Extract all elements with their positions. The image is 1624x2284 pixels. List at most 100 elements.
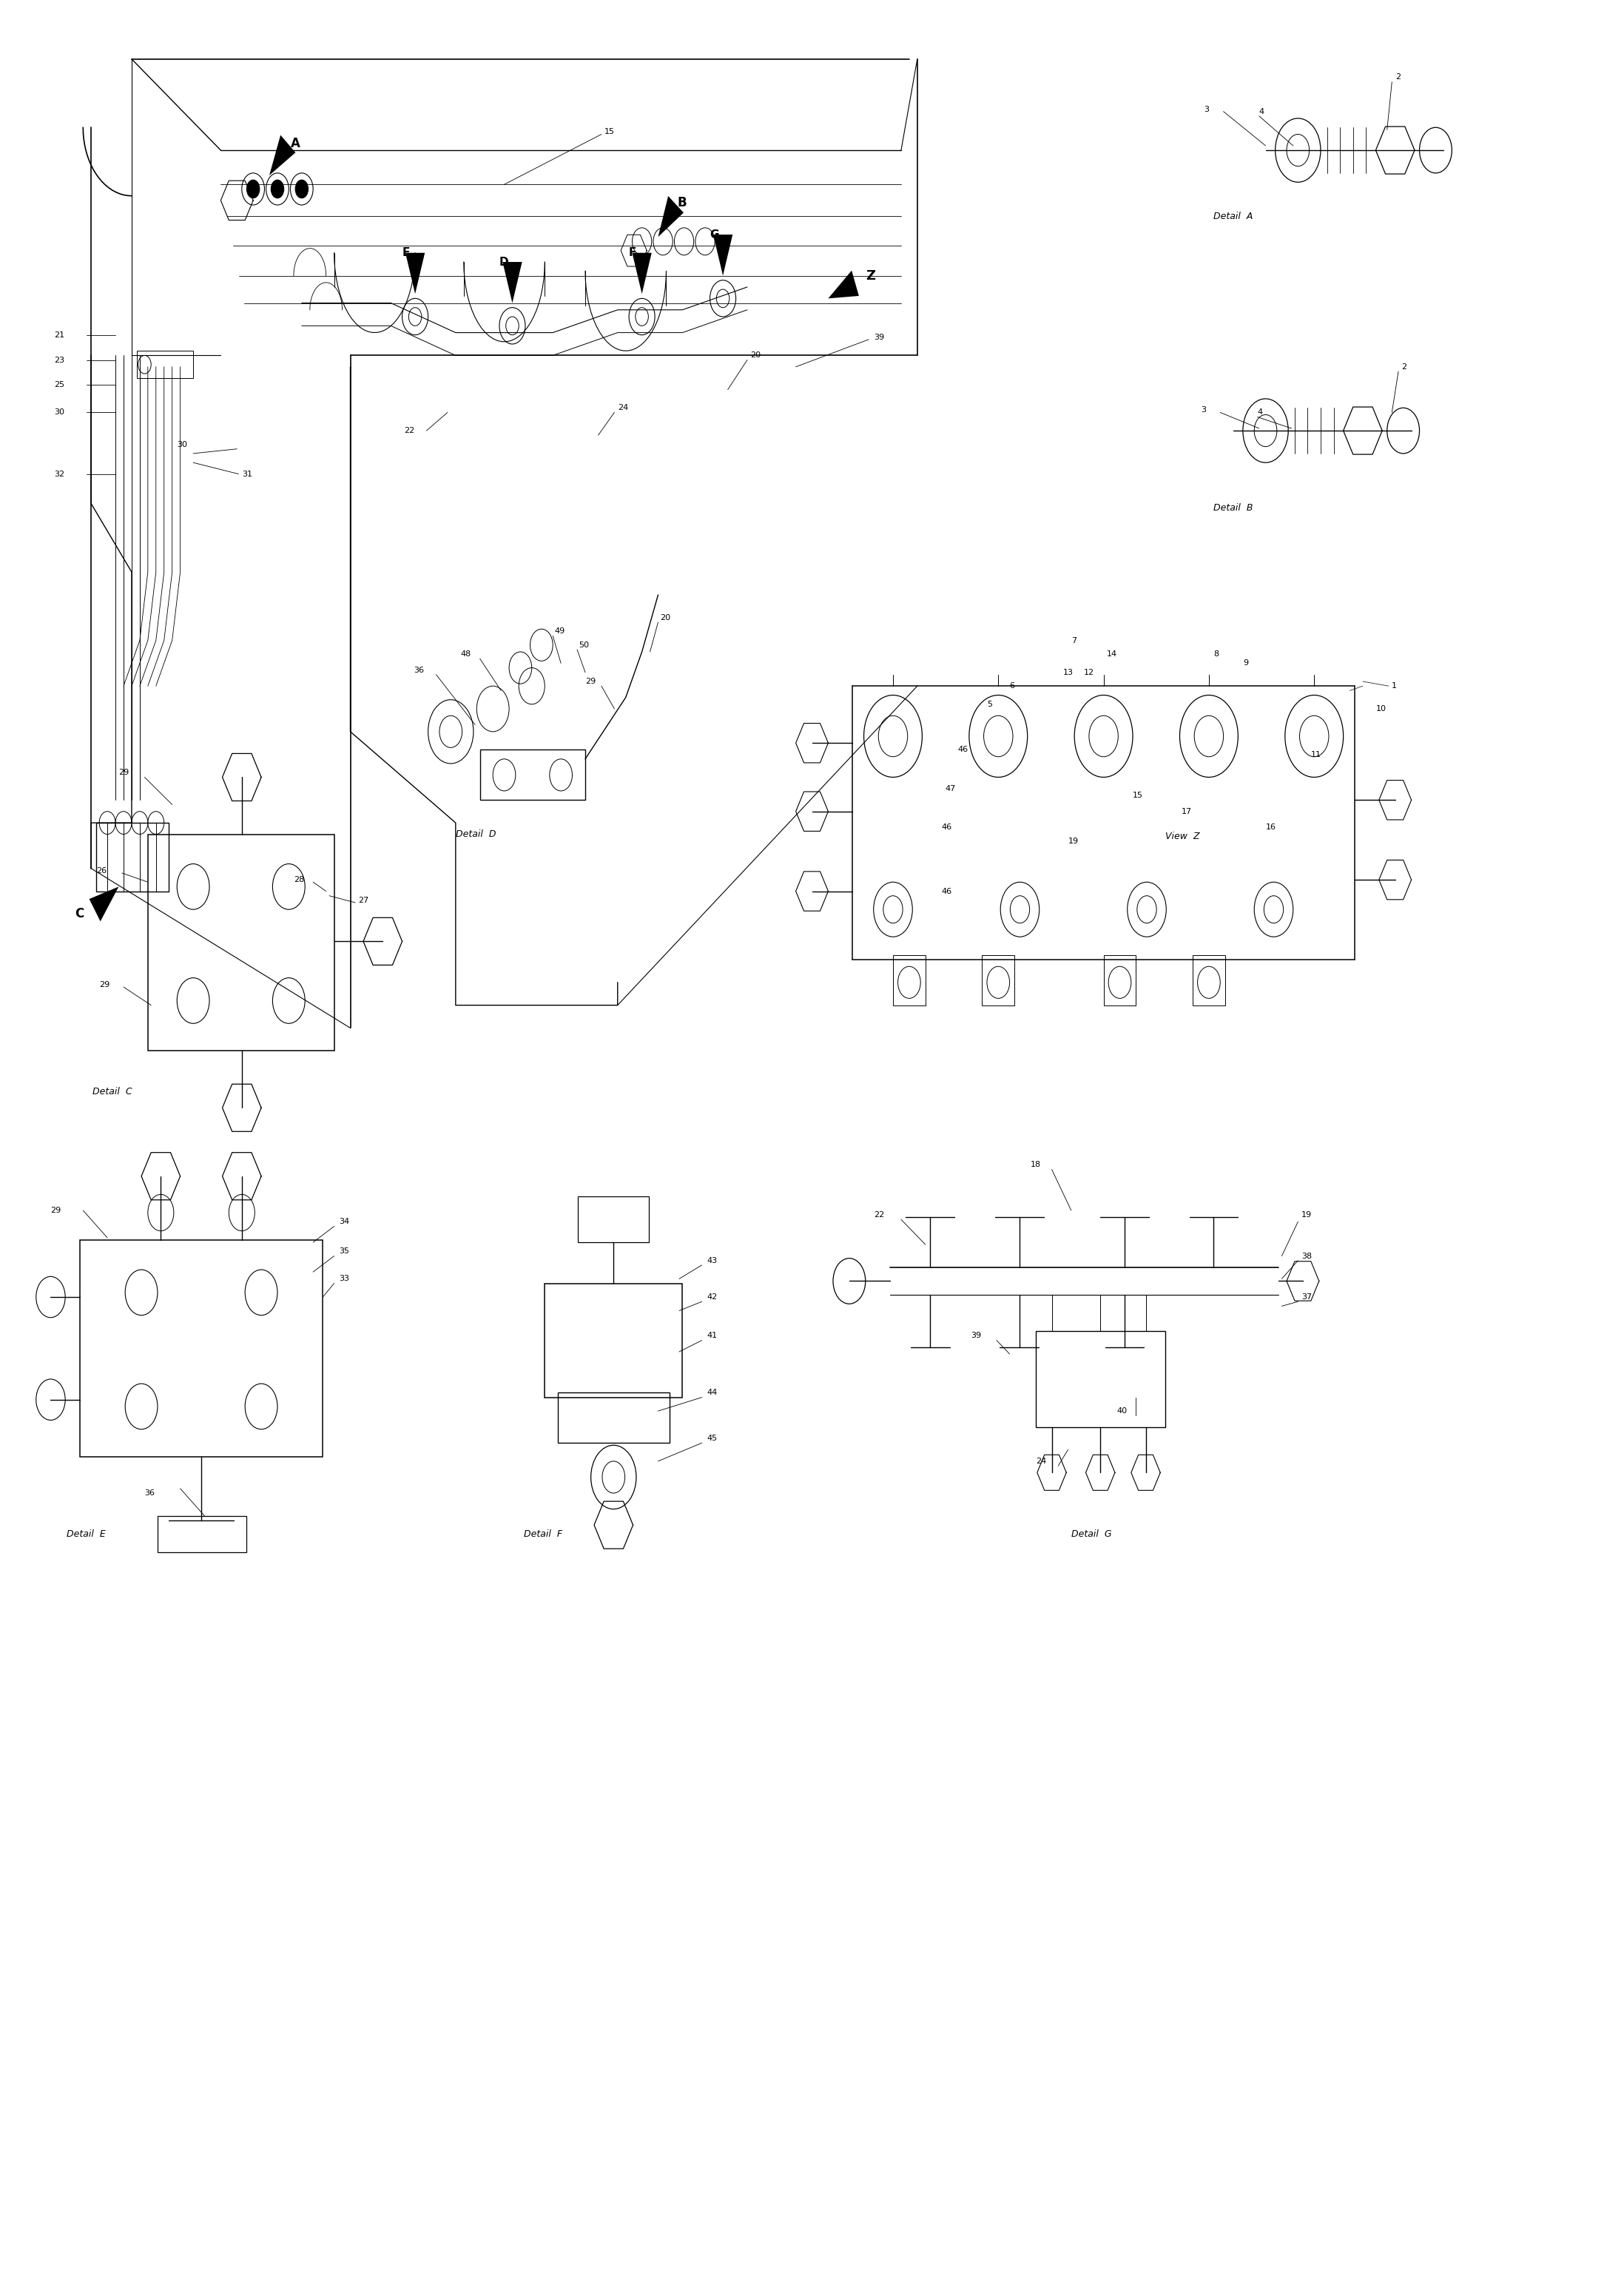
- Bar: [983, 955, 1015, 1005]
- Text: 3: 3: [1200, 407, 1207, 413]
- Bar: [136, 352, 193, 379]
- Text: 20: 20: [750, 352, 762, 359]
- Text: 20: 20: [659, 614, 671, 621]
- Text: Detail  C: Detail C: [93, 1087, 133, 1096]
- Text: 11: 11: [1311, 751, 1322, 758]
- Text: 46: 46: [942, 825, 952, 831]
- Text: D: D: [499, 256, 508, 267]
- Text: 41: 41: [706, 1332, 718, 1338]
- Circle shape: [271, 180, 284, 199]
- Text: 21: 21: [54, 331, 65, 338]
- Text: 34: 34: [339, 1217, 349, 1227]
- Bar: [544, 1284, 682, 1398]
- Text: View  Z: View Z: [1164, 831, 1200, 841]
- Text: 29: 29: [119, 770, 130, 777]
- Text: 13: 13: [1064, 669, 1073, 676]
- Text: 17: 17: [1181, 809, 1192, 815]
- Text: 2: 2: [1402, 363, 1406, 370]
- Text: 10: 10: [1376, 706, 1385, 713]
- Text: 24: 24: [617, 404, 628, 411]
- Text: 46: 46: [958, 747, 968, 754]
- Text: 39: 39: [874, 333, 883, 340]
- Text: 7: 7: [1072, 637, 1077, 644]
- Text: 15: 15: [1132, 793, 1143, 799]
- Polygon shape: [406, 254, 425, 295]
- Bar: [148, 834, 335, 1051]
- Text: Detail  B: Detail B: [1213, 502, 1254, 514]
- Text: 37: 37: [1301, 1293, 1312, 1300]
- Circle shape: [296, 180, 309, 199]
- Bar: [1036, 1332, 1164, 1428]
- Circle shape: [247, 180, 260, 199]
- Text: 33: 33: [339, 1274, 349, 1284]
- Text: 2: 2: [1395, 73, 1400, 80]
- Text: A: A: [291, 137, 300, 151]
- Bar: [158, 1517, 247, 1553]
- Text: 4: 4: [1257, 409, 1263, 416]
- Bar: [481, 749, 585, 799]
- Text: 30: 30: [54, 409, 65, 416]
- Polygon shape: [89, 886, 119, 920]
- Text: 30: 30: [177, 441, 187, 448]
- Bar: [1104, 955, 1135, 1005]
- Bar: [578, 1197, 650, 1242]
- Text: 23: 23: [54, 356, 65, 363]
- Text: 9: 9: [1242, 660, 1249, 667]
- Text: 32: 32: [54, 471, 65, 477]
- Bar: [96, 822, 169, 891]
- Text: 36: 36: [414, 667, 424, 674]
- Text: 40: 40: [1117, 1407, 1127, 1414]
- Text: 6: 6: [1010, 683, 1015, 690]
- Text: 24: 24: [1036, 1457, 1046, 1464]
- Text: 26: 26: [96, 868, 107, 875]
- Text: Detail  D: Detail D: [456, 829, 495, 838]
- Text: 1: 1: [1392, 683, 1397, 690]
- Text: B: B: [677, 196, 687, 210]
- Text: 29: 29: [585, 678, 596, 685]
- Text: 29: 29: [50, 1206, 62, 1215]
- Bar: [80, 1240, 323, 1457]
- Text: 35: 35: [339, 1247, 349, 1256]
- Text: Detail  G: Detail G: [1072, 1530, 1111, 1539]
- Text: 22: 22: [874, 1211, 883, 1220]
- Polygon shape: [828, 270, 859, 299]
- Text: 36: 36: [145, 1489, 154, 1496]
- Bar: [1192, 955, 1224, 1005]
- Text: 28: 28: [294, 877, 304, 884]
- Text: 49: 49: [554, 628, 565, 635]
- Text: 15: 15: [604, 128, 615, 135]
- Text: 50: 50: [578, 642, 590, 649]
- Text: C: C: [75, 907, 84, 920]
- Text: 42: 42: [706, 1293, 718, 1300]
- Text: 22: 22: [404, 427, 414, 434]
- Text: 25: 25: [54, 381, 65, 388]
- Text: 38: 38: [1301, 1252, 1312, 1261]
- Polygon shape: [502, 263, 521, 304]
- Text: G: G: [710, 228, 719, 240]
- Text: 46: 46: [942, 888, 952, 895]
- Text: Detail  F: Detail F: [523, 1530, 562, 1539]
- Text: 4: 4: [1259, 107, 1265, 114]
- Text: 18: 18: [1031, 1160, 1041, 1169]
- Text: Detail  E: Detail E: [67, 1530, 106, 1539]
- Text: 14: 14: [1108, 651, 1117, 658]
- Bar: [557, 1393, 669, 1443]
- Text: Detail  A: Detail A: [1213, 212, 1254, 222]
- Text: 3: 3: [1203, 105, 1210, 112]
- Text: 39: 39: [971, 1332, 981, 1338]
- Polygon shape: [632, 254, 651, 295]
- Text: 44: 44: [706, 1389, 718, 1396]
- Text: 48: 48: [461, 651, 471, 658]
- Text: 43: 43: [706, 1256, 718, 1265]
- Polygon shape: [270, 135, 296, 176]
- Text: 29: 29: [99, 982, 110, 989]
- Text: F: F: [628, 247, 637, 258]
- Text: 12: 12: [1085, 669, 1095, 676]
- Text: 19: 19: [1301, 1211, 1312, 1220]
- Text: Z: Z: [866, 270, 875, 283]
- Text: 27: 27: [359, 898, 369, 904]
- Text: 8: 8: [1213, 651, 1220, 658]
- Text: 47: 47: [945, 786, 955, 793]
- Text: 31: 31: [242, 471, 252, 477]
- Polygon shape: [713, 235, 732, 276]
